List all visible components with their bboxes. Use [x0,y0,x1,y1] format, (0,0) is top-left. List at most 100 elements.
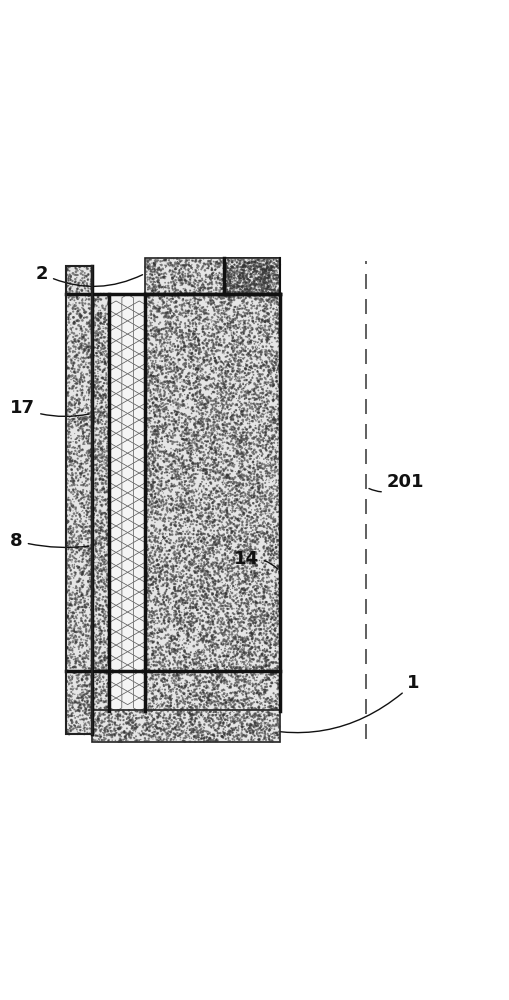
Point [216,488,224,504]
Point [100,456,108,472]
Point [236,378,244,394]
Point [271,628,279,644]
Point [154,419,162,435]
Point [214,314,222,330]
Point [204,348,212,364]
Point [181,511,189,527]
Point [255,414,263,430]
Point [182,273,190,289]
Point [93,332,101,348]
Point [187,570,195,586]
Point [204,419,212,435]
Point [161,442,169,458]
Point [172,261,180,277]
Point [265,435,273,451]
Point [197,306,205,322]
Point [83,504,92,520]
Point [210,370,218,386]
Point [208,441,216,457]
Point [275,274,283,290]
Point [201,648,209,664]
Point [233,324,241,340]
Point [236,484,244,500]
Point [161,416,169,432]
Point [159,652,167,668]
Point [69,651,77,667]
Point [79,521,88,537]
Point [240,573,248,589]
Point [183,606,191,622]
Point [230,472,238,488]
Point [205,425,213,441]
Point [159,379,167,395]
Point [184,351,192,367]
Point [158,703,166,719]
Point [76,527,84,543]
Point [95,318,103,334]
Point [225,336,234,352]
Point [193,637,202,653]
Point [252,605,260,621]
Point [105,293,113,309]
Point [166,373,174,389]
Point [160,595,168,611]
Point [162,464,171,480]
Point [70,356,78,372]
Point [86,305,94,321]
Point [215,604,223,620]
Point [264,418,272,434]
Point [75,719,83,735]
Point [235,656,243,672]
Point [174,525,182,541]
Point [240,588,248,604]
Point [231,368,239,384]
Point [203,372,211,388]
Point [228,691,236,707]
Point [208,662,216,678]
Point [200,646,208,662]
Point [223,487,231,503]
Point [153,552,161,568]
Point [90,573,98,589]
Point [238,416,246,432]
Point [210,608,218,624]
Point [154,360,162,376]
Point [75,458,83,474]
Point [89,466,97,482]
Point [261,314,269,330]
Point [258,361,266,377]
Point [231,587,239,603]
Point [220,504,228,520]
Point [268,665,276,681]
Point [219,494,228,510]
Point [89,458,97,474]
Point [204,420,212,436]
Point [177,618,185,634]
Point [191,611,200,627]
Point [270,412,278,428]
Point [75,295,83,311]
Point [254,667,262,683]
Point [272,275,280,291]
Point [231,648,239,664]
Point [207,404,215,420]
Point [166,305,175,321]
Point [149,440,157,456]
Point [228,292,236,308]
Point [195,401,204,417]
Point [104,505,112,521]
Point [87,620,95,636]
Point [105,318,114,334]
Point [161,621,169,637]
Point [268,354,276,370]
Point [150,650,158,666]
Point [151,329,159,345]
Point [241,608,249,624]
Point [223,447,231,463]
Point [269,399,277,415]
Point [103,484,111,500]
Point [221,532,230,548]
Point [233,500,241,516]
Point [151,485,159,501]
Point [176,441,184,457]
